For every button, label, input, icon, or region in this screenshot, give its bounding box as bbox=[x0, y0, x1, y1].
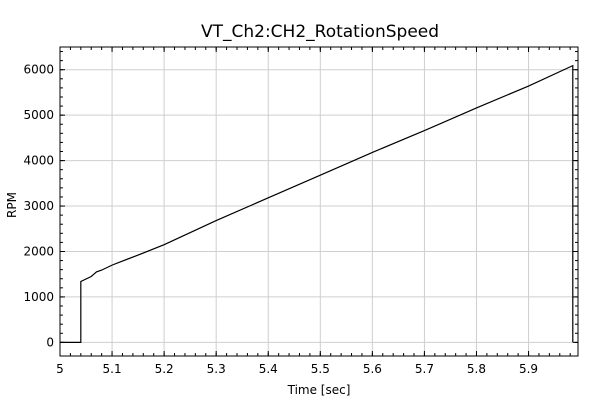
x-tick-label: 5.1 bbox=[103, 362, 122, 376]
chart-title: VT_Ch2:CH2_RotationSpeed bbox=[201, 22, 439, 42]
y-tick-label: 1000 bbox=[23, 290, 54, 304]
y-tick-label: 6000 bbox=[23, 63, 54, 77]
x-tick-label: 5.9 bbox=[519, 362, 538, 376]
x-tick-label: 5.8 bbox=[467, 362, 486, 376]
x-tick-label: 5.4 bbox=[259, 362, 278, 376]
y-tick-label: 2000 bbox=[23, 244, 54, 258]
y-tick-label: 0 bbox=[46, 335, 54, 349]
x-tick-label: 5.7 bbox=[415, 362, 434, 376]
x-tick-label: 5.5 bbox=[311, 362, 330, 376]
grid bbox=[60, 47, 578, 356]
y-tick-label: 5000 bbox=[23, 108, 54, 122]
x-tick-label: 5.2 bbox=[155, 362, 174, 376]
y-axis-label: RPM bbox=[5, 192, 19, 218]
ticks: 5 5.1 5.2 5.3 5.4 5.5 5.6 5.7 5.8 5.9 0 1000 2000 300… bbox=[23, 47, 578, 376]
series-layer bbox=[60, 64, 574, 343]
series-line-0 bbox=[60, 64, 574, 343]
x-tick-label: 5.6 bbox=[363, 362, 382, 376]
y-tick-label: 4000 bbox=[23, 154, 54, 168]
plot-frame bbox=[59, 46, 579, 357]
y-tick-label: 3000 bbox=[23, 199, 54, 213]
x-tick-label: 5 bbox=[56, 362, 64, 376]
x-axis-label: Time [sec] bbox=[287, 383, 351, 397]
x-tick-label: 5.3 bbox=[207, 362, 226, 376]
